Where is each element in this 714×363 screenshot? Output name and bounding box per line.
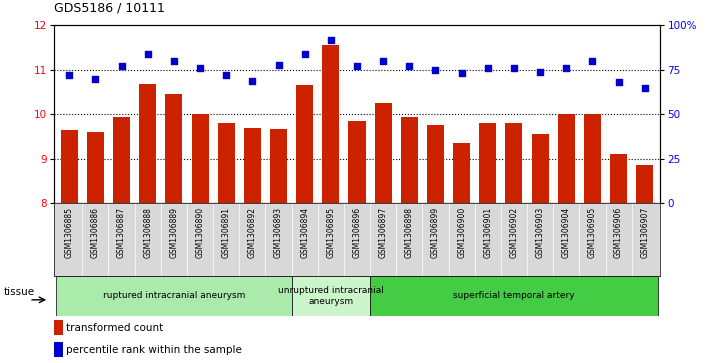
Text: GSM1306892: GSM1306892 [248,207,257,258]
Point [456,70,468,76]
Text: GSM1306891: GSM1306891 [222,207,231,258]
Point [587,58,598,64]
Point [246,78,258,83]
Point [90,76,101,82]
Bar [427,126,444,203]
Point [325,37,336,42]
Bar [348,121,366,203]
Point [613,79,624,85]
Bar [584,114,601,203]
Point [142,51,154,57]
Bar [218,123,235,203]
Bar [87,132,104,203]
Bar [453,143,470,203]
Text: percentile rank within the sample: percentile rank within the sample [66,345,242,355]
Bar [375,103,392,203]
Point [116,64,127,69]
Text: GSM1306885: GSM1306885 [65,207,74,258]
Point [430,67,441,73]
Point [560,65,572,71]
Bar [270,129,287,203]
Text: unruptured intracranial
aneurysm: unruptured intracranial aneurysm [278,286,384,306]
Text: GSM1306893: GSM1306893 [274,207,283,258]
Bar [296,85,313,203]
Text: GSM1306889: GSM1306889 [169,207,178,258]
Text: ruptured intracranial aneurysm: ruptured intracranial aneurysm [103,291,245,300]
Text: transformed count: transformed count [66,323,164,333]
Point [351,64,363,69]
Text: GSM1306897: GSM1306897 [378,207,388,258]
Point [64,72,75,78]
Bar [610,154,627,203]
Text: GSM1306886: GSM1306886 [91,207,100,258]
Bar [139,84,156,203]
Bar [322,45,339,203]
Bar [636,166,653,203]
Text: GSM1306907: GSM1306907 [640,207,649,258]
Text: GSM1306895: GSM1306895 [326,207,336,258]
Point [273,62,284,68]
Text: GSM1306888: GSM1306888 [144,207,152,258]
Point [194,65,206,71]
Point [221,72,232,78]
Point [299,51,311,57]
Text: GSM1306887: GSM1306887 [117,207,126,258]
Bar [54,320,63,335]
Point [378,58,389,64]
Text: GSM1306905: GSM1306905 [588,207,597,258]
Text: GSM1306900: GSM1306900 [457,207,466,258]
Bar [291,276,370,316]
Text: GSM1306903: GSM1306903 [536,207,545,258]
Bar [56,276,291,316]
Text: GSM1306898: GSM1306898 [405,207,414,258]
Bar [61,130,78,203]
Bar [244,128,261,203]
Text: GSM1306906: GSM1306906 [614,207,623,258]
Text: GSM1306899: GSM1306899 [431,207,440,258]
Bar [113,117,130,203]
Text: superficial temporal artery: superficial temporal artery [453,291,575,300]
Text: GSM1306890: GSM1306890 [196,207,204,258]
Text: GSM1306894: GSM1306894 [300,207,309,258]
Point [482,65,493,71]
Text: tissue: tissue [4,287,35,297]
Bar [558,114,575,203]
Bar [506,123,523,203]
Bar [401,117,418,203]
Bar [166,94,182,203]
Bar [532,134,548,203]
Point [169,58,180,64]
Point [508,65,520,71]
Text: GSM1306902: GSM1306902 [510,207,518,258]
Text: GSM1306901: GSM1306901 [483,207,492,258]
Point [403,64,415,69]
Bar [191,114,208,203]
Bar [479,123,496,203]
Bar [370,276,658,316]
Point [534,69,545,74]
Bar [54,342,63,357]
Text: GSM1306896: GSM1306896 [353,207,361,258]
Text: GDS5186 / 10111: GDS5186 / 10111 [54,1,164,15]
Point [639,85,650,90]
Text: GSM1306904: GSM1306904 [562,207,570,258]
